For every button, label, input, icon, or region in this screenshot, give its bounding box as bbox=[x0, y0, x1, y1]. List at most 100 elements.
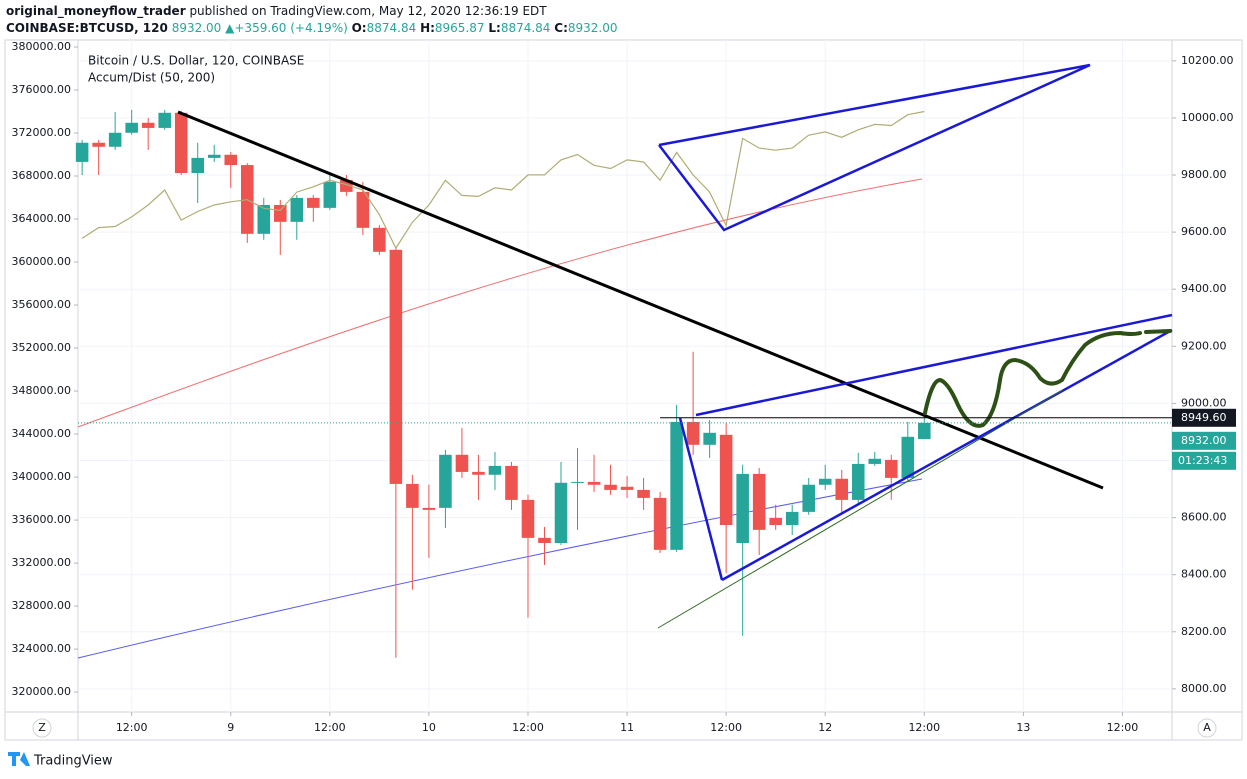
candle-body bbox=[406, 483, 419, 508]
x-tick-label: 13 bbox=[1016, 721, 1030, 734]
candle-body bbox=[488, 465, 502, 475]
last-price-box bbox=[1172, 431, 1236, 450]
triangle-bottom bbox=[721, 328, 1173, 582]
candle-body bbox=[538, 537, 551, 544]
candle-body bbox=[885, 459, 898, 478]
h: 8965.87 bbox=[434, 21, 485, 35]
candle-body bbox=[554, 482, 568, 544]
x-tick-label: 12:00 bbox=[710, 721, 742, 734]
candle-body bbox=[356, 191, 370, 228]
y-tick-label: 9400.00 bbox=[1181, 282, 1227, 295]
ma-red bbox=[77, 178, 923, 428]
y-tick-label: 10200.00 bbox=[1181, 54, 1234, 67]
button-a-label[interactable]: A bbox=[1203, 721, 1211, 734]
x-tick-label: 12:00 bbox=[314, 721, 346, 734]
y-tick-label: 8200.00 bbox=[1181, 625, 1227, 638]
candle-body bbox=[455, 454, 469, 472]
l-label: L: bbox=[488, 21, 501, 35]
x-tick-label: 11 bbox=[620, 721, 634, 734]
symbol: COINBASE:BTCUSD, 120 bbox=[6, 21, 168, 35]
candle-body bbox=[141, 122, 155, 128]
candle-body bbox=[686, 421, 700, 445]
candle-body bbox=[290, 197, 304, 222]
indicator-line bbox=[81, 110, 925, 250]
candle-body bbox=[818, 478, 832, 485]
candle-body bbox=[587, 481, 601, 485]
support-line bbox=[657, 389, 1064, 629]
x-tick-label: 12:00 bbox=[1107, 721, 1139, 734]
y2-tick-label: 320000.00 bbox=[12, 685, 72, 698]
l: 8874.84 bbox=[500, 21, 551, 35]
last-price-label: 8932.00 bbox=[1181, 434, 1227, 447]
candle-body bbox=[257, 205, 271, 234]
h-label: H: bbox=[420, 21, 435, 35]
brand: TradingView bbox=[33, 754, 113, 769]
candle-body bbox=[736, 473, 749, 544]
button-z[interactable] bbox=[32, 718, 52, 738]
x-tick-label: 12:00 bbox=[908, 721, 940, 734]
candle-body bbox=[373, 227, 386, 252]
candle-body bbox=[851, 463, 865, 500]
x-tick-label: 10 bbox=[422, 721, 436, 734]
arrow: ▲ bbox=[225, 21, 235, 35]
candle-body bbox=[620, 486, 634, 490]
y2-tick-label: 324000.00 bbox=[12, 642, 72, 655]
candle-body bbox=[125, 122, 138, 133]
triangle-left bbox=[678, 417, 724, 581]
x-tick-label: 12 bbox=[818, 721, 832, 734]
button-a[interactable] bbox=[1197, 718, 1217, 738]
triangle-top bbox=[695, 313, 1173, 417]
candle-body bbox=[92, 142, 105, 147]
candle-body bbox=[521, 499, 535, 538]
y2-tick-label: 368000.00 bbox=[12, 169, 72, 182]
candle-body bbox=[785, 511, 799, 526]
level-label: 8949.60 bbox=[1181, 411, 1227, 424]
x-tick-label: 12:00 bbox=[512, 721, 544, 734]
candle-body bbox=[389, 249, 403, 484]
candle-body bbox=[108, 132, 122, 147]
candle-body bbox=[472, 471, 485, 475]
candle-body bbox=[868, 458, 882, 464]
button-z-label[interactable]: Z bbox=[38, 721, 46, 734]
candle-body bbox=[207, 154, 221, 158]
level-label-box bbox=[1172, 408, 1236, 427]
header: original_moneyflow_trader published on T… bbox=[6, 3, 618, 37]
candle-body bbox=[703, 432, 716, 445]
y2-tick-label: 340000.00 bbox=[12, 470, 72, 483]
y2-tick-label: 360000.00 bbox=[12, 255, 72, 268]
y-tick-label: 8600.00 bbox=[1181, 511, 1227, 524]
y-tick-label: 9200.00 bbox=[1181, 339, 1227, 352]
x-tick-label: 9 bbox=[227, 721, 234, 734]
quote-line: COINBASE:BTCUSD, 120 8932.00 ▲+359.60 (+… bbox=[6, 20, 618, 37]
trend-line bbox=[177, 110, 1104, 490]
o-label: O: bbox=[351, 21, 367, 35]
candle-body bbox=[637, 489, 650, 498]
author: original_moneyflow_trader bbox=[6, 4, 186, 18]
candle-body bbox=[158, 112, 171, 128]
y2-tick-label: 344000.00 bbox=[12, 427, 72, 440]
y2-tick-label: 328000.00 bbox=[12, 599, 72, 612]
y2-tick-label: 336000.00 bbox=[12, 513, 72, 526]
y2-tick-label: 352000.00 bbox=[12, 341, 72, 354]
candle-body bbox=[719, 434, 733, 526]
countdown-label: 01:23:43 bbox=[1178, 454, 1227, 467]
candle-body bbox=[323, 181, 337, 208]
marks bbox=[75, 109, 931, 658]
c-label: C: bbox=[554, 21, 568, 35]
change: +359.60 (+4.19%) bbox=[234, 21, 348, 35]
y-tick-label: 9800.00 bbox=[1181, 168, 1227, 181]
candle-body bbox=[918, 422, 931, 440]
candle-body bbox=[653, 497, 667, 550]
y-tick-label: 8400.00 bbox=[1181, 568, 1227, 581]
projection-sketch bbox=[923, 329, 1172, 428]
y2-tick-label: 364000.00 bbox=[12, 212, 72, 225]
candle-body bbox=[224, 154, 238, 166]
wedge bbox=[658, 63, 1091, 232]
y-tick-label: 9000.00 bbox=[1181, 396, 1227, 409]
o: 8874.84 bbox=[366, 21, 417, 35]
y2-tick-label: 332000.00 bbox=[12, 556, 72, 569]
candle-body bbox=[802, 484, 815, 512]
candle-body bbox=[901, 436, 915, 478]
ma-blue bbox=[77, 478, 923, 659]
